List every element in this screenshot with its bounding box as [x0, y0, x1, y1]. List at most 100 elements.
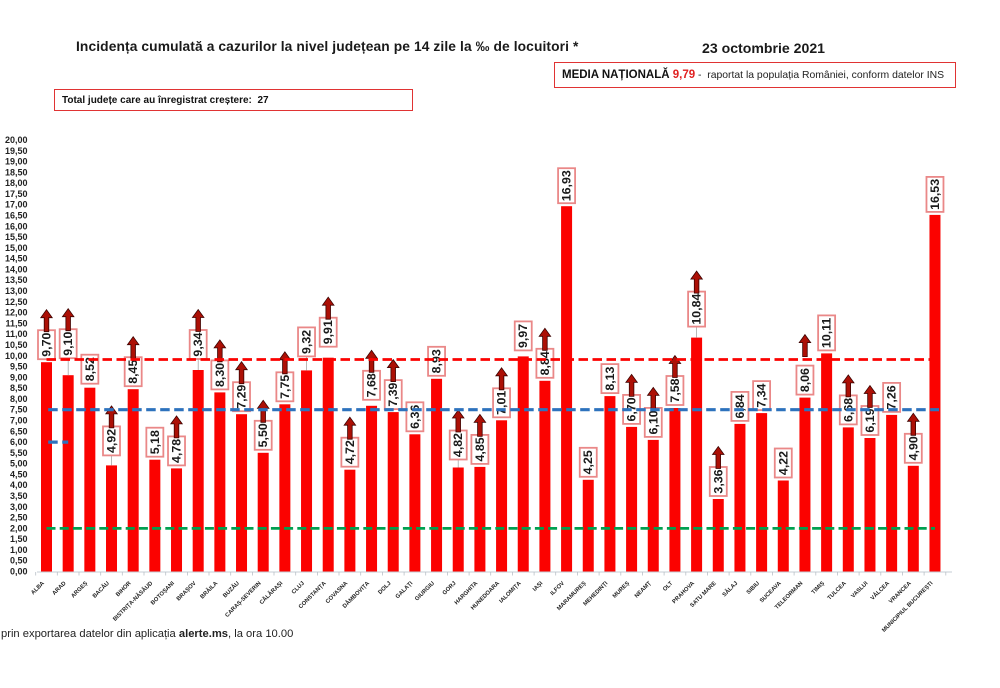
svg-text:4,90: 4,90	[906, 436, 920, 460]
svg-text:BIHOR: BIHOR	[115, 580, 133, 598]
svg-text:12,50: 12,50	[5, 297, 28, 307]
svg-text:16,53: 16,53	[928, 179, 942, 210]
svg-text:NEAMȚ: NEAMȚ	[634, 580, 653, 599]
svg-text:4,92: 4,92	[105, 429, 119, 453]
svg-text:16,50: 16,50	[5, 211, 28, 221]
svg-text:4,72: 4,72	[343, 440, 357, 464]
svg-text:3,36: 3,36	[711, 469, 725, 493]
svg-text:11,00: 11,00	[5, 329, 27, 339]
svg-text:8,00: 8,00	[10, 394, 28, 404]
svg-text:IALOMIȚA: IALOMIȚA	[499, 580, 524, 605]
svg-text:10,84: 10,84	[690, 293, 704, 324]
svg-text:9,97: 9,97	[516, 324, 530, 348]
svg-text:ARGEȘ: ARGEȘ	[70, 581, 89, 600]
svg-text:3,50: 3,50	[10, 491, 28, 501]
svg-text:4,25: 4,25	[581, 450, 595, 474]
svg-text:3,00: 3,00	[10, 502, 28, 512]
svg-text:8,06: 8,06	[798, 368, 812, 392]
svg-text:BISTRIȚA-NĂSĂUD: BISTRIȚA-NĂSĂUD	[112, 580, 155, 623]
svg-text:9,10: 9,10	[61, 332, 75, 356]
svg-text:0,50: 0,50	[10, 556, 28, 566]
svg-text:2,00: 2,00	[10, 523, 28, 533]
svg-text:MUREȘ: MUREȘ	[612, 581, 631, 600]
svg-text:ILFOV: ILFOV	[550, 581, 566, 597]
svg-text:SIBIU: SIBIU	[746, 581, 761, 596]
svg-text:ARAD: ARAD	[52, 581, 68, 597]
svg-text:7,58: 7,58	[668, 378, 682, 402]
svg-text:CĂLĂRAȘI: CĂLĂRAȘI	[258, 580, 284, 606]
svg-text:14,00: 14,00	[5, 264, 28, 274]
svg-text:BRĂILA: BRĂILA	[199, 579, 220, 600]
svg-text:2,50: 2,50	[10, 513, 28, 523]
svg-text:7,29: 7,29	[235, 385, 249, 409]
svg-text:14,50: 14,50	[5, 254, 28, 264]
svg-text:17,50: 17,50	[5, 189, 28, 199]
svg-text:9,70: 9,70	[40, 333, 54, 357]
svg-text:BOTOȘANI: BOTOȘANI	[150, 580, 176, 606]
svg-text:DOLJ: DOLJ	[377, 581, 392, 596]
svg-text:8,52: 8,52	[83, 357, 97, 381]
svg-text:8,93: 8,93	[430, 349, 444, 373]
svg-text:6,19: 6,19	[863, 408, 877, 432]
svg-text:4,82: 4,82	[451, 433, 465, 457]
svg-text:8,45: 8,45	[126, 360, 140, 384]
svg-text:7,26: 7,26	[885, 385, 899, 409]
svg-text:TIMIȘ: TIMIȘ	[811, 581, 826, 596]
svg-text:1,00: 1,00	[10, 545, 28, 555]
svg-text:8,50: 8,50	[10, 383, 28, 393]
svg-text:CLUJ: CLUJ	[291, 581, 306, 596]
svg-text:16,93: 16,93	[560, 170, 574, 201]
svg-text:6,10: 6,10	[646, 410, 660, 434]
svg-text:8,30: 8,30	[213, 363, 227, 387]
svg-text:7,68: 7,68	[365, 373, 379, 397]
svg-text:5,50: 5,50	[256, 423, 270, 447]
svg-text:11,50: 11,50	[5, 318, 27, 328]
svg-text:8,84: 8,84	[538, 351, 552, 375]
svg-text:GIURGIU: GIURGIU	[414, 581, 436, 603]
svg-text:15,50: 15,50	[5, 232, 28, 242]
svg-text:GALAȚI: GALAȚI	[395, 580, 415, 600]
svg-text:4,00: 4,00	[10, 480, 28, 490]
svg-text:18,50: 18,50	[5, 167, 28, 177]
svg-text:10,50: 10,50	[5, 340, 28, 350]
svg-text:4,22: 4,22	[776, 451, 790, 475]
svg-text:IAȘI: IAȘI	[532, 580, 544, 592]
svg-text:17,00: 17,00	[5, 200, 28, 210]
svg-text:TULCEA: TULCEA	[827, 580, 848, 601]
svg-text:7,34: 7,34	[755, 383, 769, 407]
svg-text:7,50: 7,50	[10, 405, 28, 415]
svg-text:7,00: 7,00	[10, 416, 28, 426]
svg-text:GORJ: GORJ	[442, 581, 458, 597]
svg-text:VASLUI: VASLUI	[850, 580, 869, 599]
svg-text:0,00: 0,00	[10, 567, 28, 577]
svg-text:8,13: 8,13	[603, 366, 617, 390]
svg-text:10,00: 10,00	[5, 351, 28, 361]
svg-text:7,39: 7,39	[386, 382, 400, 406]
svg-text:7,75: 7,75	[278, 375, 292, 399]
svg-text:9,32: 9,32	[300, 330, 314, 354]
svg-text:10,11: 10,11	[820, 318, 834, 348]
svg-text:ALBA: ALBA	[30, 580, 46, 596]
svg-text:20,00: 20,00	[5, 135, 28, 145]
svg-text:16,00: 16,00	[5, 221, 28, 231]
svg-text:6,84: 6,84	[733, 394, 747, 418]
svg-text:SĂLAJ: SĂLAJ	[721, 580, 739, 598]
svg-text:4,50: 4,50	[10, 469, 28, 479]
svg-text:13,50: 13,50	[5, 275, 28, 285]
svg-text:5,18: 5,18	[148, 430, 162, 454]
svg-text:5,50: 5,50	[10, 448, 28, 458]
svg-text:4,78: 4,78	[170, 439, 184, 463]
svg-text:9,91: 9,91	[321, 320, 335, 344]
svg-text:19,00: 19,00	[5, 157, 28, 167]
svg-text:BACĂU: BACĂU	[91, 580, 111, 600]
svg-text:12,00: 12,00	[5, 308, 28, 318]
svg-text:19,50: 19,50	[5, 146, 28, 156]
svg-text:BRAȘOV: BRAȘOV	[176, 581, 198, 603]
svg-text:18,00: 18,00	[5, 178, 28, 188]
svg-text:BUZĂU: BUZĂU	[222, 580, 241, 599]
svg-text:1,50: 1,50	[10, 534, 28, 544]
svg-text:6,50: 6,50	[10, 426, 28, 436]
svg-text:9,34: 9,34	[191, 332, 205, 356]
svg-text:4,85: 4,85	[473, 437, 487, 461]
svg-text:15,00: 15,00	[5, 243, 28, 253]
